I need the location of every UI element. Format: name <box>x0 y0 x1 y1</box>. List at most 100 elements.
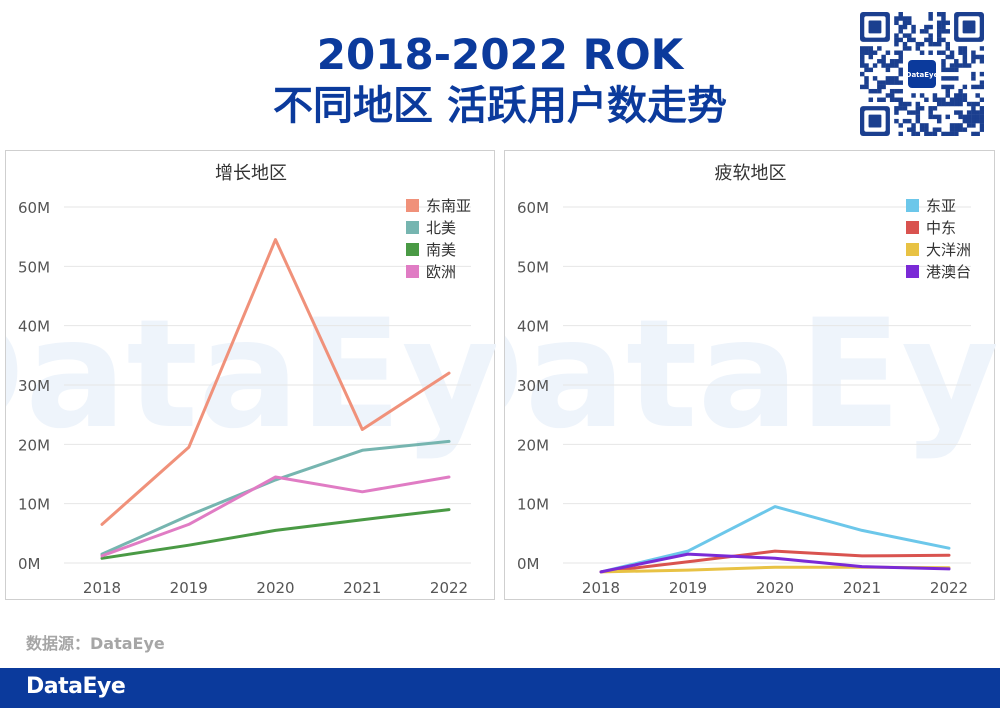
qr-module <box>928 114 933 120</box>
y-tick-label: 50M <box>517 258 549 276</box>
qr-module <box>902 24 908 30</box>
qr-module <box>894 20 899 26</box>
qr-module <box>936 29 942 34</box>
qr-module <box>928 16 933 21</box>
legend-label: 大洋洲 <box>926 241 971 259</box>
qr-module <box>962 46 968 51</box>
qr-module <box>954 101 959 107</box>
qr-module <box>907 127 912 132</box>
qr-module <box>881 63 886 68</box>
qr-module <box>954 59 959 64</box>
qr-module <box>881 97 886 102</box>
qr-module <box>936 41 942 47</box>
x-tick-label: 2021 <box>343 579 381 597</box>
qr-module <box>958 101 963 107</box>
qr-module <box>971 106 976 111</box>
qr-module <box>907 37 912 43</box>
qr-module <box>945 29 950 34</box>
qr-module <box>945 46 950 51</box>
chart-title: 疲软地区 <box>715 163 787 184</box>
qr-module <box>902 33 908 38</box>
qr-module <box>911 93 916 98</box>
qr-module <box>954 131 959 136</box>
x-tick-label: 2019 <box>669 579 707 597</box>
qr-module <box>941 63 946 68</box>
qr-module <box>954 97 959 102</box>
qr-module <box>962 50 968 55</box>
qr-module <box>975 114 980 120</box>
legend-swatch <box>906 265 919 278</box>
x-tick-label: 2019 <box>170 579 208 597</box>
qr-module <box>958 114 963 120</box>
qr-module <box>945 76 950 81</box>
qr-module <box>941 29 946 34</box>
qr-module <box>975 84 980 90</box>
qr-module <box>949 63 955 68</box>
qr-module <box>936 12 942 17</box>
qr-module <box>962 63 968 68</box>
qr-code[interactable]: DataEye <box>860 12 984 136</box>
qr-module <box>907 118 912 124</box>
qr-module <box>941 20 946 26</box>
qr-module <box>958 123 963 128</box>
qr-module <box>936 37 942 43</box>
qr-module <box>898 71 903 77</box>
qr-module <box>949 127 955 132</box>
qr-module <box>928 37 933 43</box>
qr-module <box>885 67 891 73</box>
qr-module <box>885 80 891 85</box>
legend-swatch <box>406 221 419 234</box>
chart-panel-weak: DataEye 疲软地区 0M 10M 20M 30M 40M 50M 60M 2018 2019 2… <box>504 150 996 600</box>
qr-module <box>915 118 921 124</box>
qr-module <box>936 24 942 30</box>
qr-module <box>962 114 968 120</box>
qr-module <box>975 101 980 107</box>
qr-module <box>889 93 895 98</box>
qr-module <box>907 16 912 21</box>
series-line-0 <box>100 238 451 526</box>
qr-module <box>949 97 955 102</box>
qr-module <box>941 59 946 64</box>
qr-module <box>915 110 921 115</box>
qr-module <box>971 50 976 55</box>
y-tick-label: 0M <box>517 555 540 573</box>
qr-module <box>898 12 903 17</box>
qr-module <box>911 110 916 115</box>
qr-center-logo <box>908 60 936 88</box>
qr-module <box>911 37 916 43</box>
qr-module <box>979 54 984 60</box>
qr-module <box>919 29 925 34</box>
qr-module <box>966 118 972 124</box>
qr-module <box>936 97 942 102</box>
qr-module <box>864 80 869 85</box>
qr-module <box>928 131 933 136</box>
qr-module <box>954 63 959 68</box>
qr-module <box>949 50 955 55</box>
qr-module <box>864 50 869 55</box>
qr-module <box>898 16 903 21</box>
qr-module <box>979 71 984 77</box>
qr-module <box>971 84 976 90</box>
qr-finder <box>868 114 882 128</box>
qr-module <box>902 106 908 111</box>
qr-module <box>941 97 946 102</box>
series-line-3 <box>599 552 951 574</box>
watermark-text: DataEye <box>6 288 496 462</box>
qr-module <box>979 114 984 120</box>
y-tick-label: 30M <box>18 377 50 395</box>
qr-module <box>868 88 874 94</box>
page-title-line2: 不同地区 活跃用户数走势 <box>273 83 727 129</box>
qr-module <box>936 20 942 26</box>
qr-module <box>924 123 929 128</box>
qr-module <box>932 114 938 120</box>
qr-module <box>907 33 912 38</box>
qr-module <box>949 123 955 128</box>
qr-module <box>898 59 903 64</box>
legend-label: 东亚 <box>926 197 956 215</box>
qr-module <box>962 59 968 64</box>
qr-module <box>919 41 925 47</box>
watermark-text: DataEye <box>505 288 996 462</box>
qr-module <box>945 114 950 120</box>
x-tick-label: 2018 <box>582 579 620 597</box>
qr-module <box>979 97 984 102</box>
